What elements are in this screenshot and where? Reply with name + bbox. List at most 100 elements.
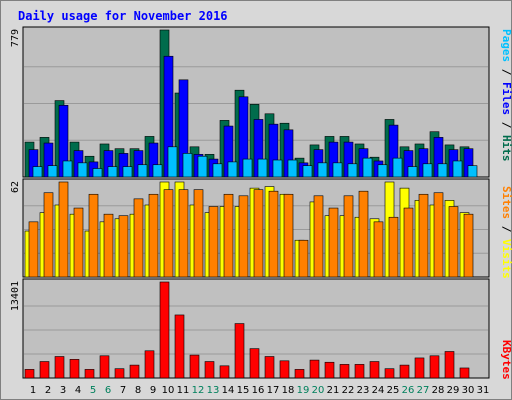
day-label-29: 29 — [447, 385, 460, 396]
day-label-24: 24 — [372, 385, 385, 396]
day-label-4: 4 — [75, 385, 81, 396]
visits-bar-sites-day-10 — [163, 189, 174, 278]
requests-legend-part: / — [500, 62, 512, 82]
requests-bar-pages-day-18 — [287, 159, 298, 178]
visits-bar-sites-day-18 — [283, 193, 294, 278]
visits-legend-part: / — [500, 219, 512, 239]
day-label-20: 20 — [312, 385, 325, 396]
kbytes-bar-kbytes-day-24 — [369, 361, 380, 379]
kbytes-bar-kbytes-day-23 — [354, 364, 365, 379]
day-label-26: 26 — [402, 385, 415, 396]
requests-bar-pages-day-2 — [47, 165, 58, 178]
kbytes-bar-kbytes-day-3 — [54, 356, 65, 379]
visits-bar-sites-day-29 — [448, 206, 459, 278]
requests-bar-pages-day-30 — [467, 165, 478, 178]
visits-bar-sites-day-21 — [328, 207, 339, 278]
day-label-1: 1 — [30, 385, 36, 396]
day-label-7: 7 — [120, 385, 126, 396]
day-label-19: 19 — [297, 385, 310, 396]
kbytes-bar-kbytes-day-16 — [249, 348, 260, 379]
day-label-27: 27 — [417, 385, 430, 396]
requests-bar-pages-day-12 — [197, 155, 208, 178]
day-axis: 1 2 3 4 5 6 7 8 9 10 11 12 13 14 15 16 17 18 19 20 21 22 23 24 2… — [30, 385, 490, 396]
day-label-17: 17 — [267, 385, 280, 396]
requests-bar-pages-day-28 — [437, 163, 448, 178]
visits-bar-sites-day-9 — [148, 193, 159, 278]
kbytes-bar-kbytes-day-29 — [444, 351, 455, 379]
panel-kbytes-legend: KBytes — [500, 340, 512, 380]
visits-bar-sites-day-24 — [373, 221, 384, 278]
requests-legend-part: Hits — [500, 135, 512, 162]
panel-visits-legend: Sites / Visits — [500, 186, 512, 279]
kbytes-bar-kbytes-day-5 — [84, 369, 95, 379]
day-label-28: 28 — [432, 385, 445, 396]
kbytes-bar-kbytes-day-7 — [114, 368, 125, 379]
requests-bar-pages-day-15 — [242, 158, 253, 178]
day-label-8: 8 — [135, 385, 141, 396]
requests-bar-pages-day-7 — [122, 166, 133, 178]
visits-bar-sites-day-27 — [418, 193, 429, 278]
visits-bar-sites-day-12 — [193, 189, 204, 278]
kbytes-bar-kbytes-day-20 — [309, 359, 320, 379]
panel-visits: 62 Sites / Visits — [10, 178, 512, 279]
day-label-21: 21 — [327, 385, 340, 396]
visits-bar-sites-day-14 — [223, 193, 234, 278]
visits-bar-sites-day-7 — [118, 215, 129, 278]
day-label-30: 30 — [462, 385, 475, 396]
requests-bar-pages-day-19 — [302, 165, 313, 178]
day-label-22: 22 — [342, 385, 355, 396]
requests-bar-pages-day-14 — [227, 161, 238, 178]
visits-bar-sites-day-28 — [433, 192, 444, 278]
panel-requests-legend: Pages / Files / Hits — [500, 29, 512, 162]
requests-bar-pages-day-11 — [182, 153, 193, 178]
day-label-10: 10 — [162, 385, 175, 396]
visits-legend-part: Visits — [500, 239, 512, 279]
visits-bar-sites-day-25 — [388, 216, 399, 278]
requests-bar-pages-day-16 — [257, 158, 268, 178]
requests-bar-pages-day-21 — [332, 162, 343, 178]
kbytes-bar-kbytes-day-22 — [339, 364, 350, 379]
day-label-3: 3 — [60, 385, 66, 396]
visits-bar-sites-day-11 — [178, 189, 189, 278]
day-label-6: 6 — [105, 385, 111, 396]
kbytes-bar-kbytes-day-14 — [219, 365, 230, 379]
kbytes-bar-kbytes-day-15 — [234, 323, 245, 379]
visits-bar-sites-day-2 — [43, 192, 54, 278]
requests-legend-part: Pages — [500, 29, 512, 62]
day-label-2: 2 — [45, 385, 51, 396]
kbytes-bar-kbytes-day-21 — [324, 361, 335, 379]
requests-bar-pages-day-24 — [377, 164, 388, 178]
requests-bar-pages-day-9 — [152, 164, 163, 178]
visits-bar-sites-day-1 — [28, 221, 39, 278]
kbytes-bar-kbytes-day-11 — [174, 314, 185, 379]
requests-bar-pages-day-6 — [107, 166, 118, 178]
panel-requests-max-label: 779 — [10, 29, 21, 47]
visits-bar-sites-day-22 — [343, 195, 354, 278]
visits-bar-sites-day-15 — [238, 195, 249, 278]
requests-bar-pages-day-20 — [317, 162, 328, 178]
visits-bar-sites-day-5 — [88, 193, 99, 278]
requests-bar-pages-day-5 — [92, 168, 103, 178]
kbytes-bar-kbytes-day-12 — [189, 354, 200, 379]
visits-bar-sites-day-17 — [268, 190, 279, 278]
kbytes-bar-kbytes-day-25 — [384, 368, 395, 379]
day-label-18: 18 — [282, 385, 295, 396]
day-label-16: 16 — [252, 385, 265, 396]
chart-title: Daily usage for November 2016 — [18, 9, 228, 23]
visits-bar-sites-day-19 — [298, 239, 309, 278]
requests-bar-pages-day-3 — [62, 160, 73, 178]
day-label-31: 31 — [477, 385, 490, 396]
day-label-13: 13 — [207, 385, 220, 396]
panel-kbytes-max-label: 13401 — [10, 281, 21, 311]
requests-bar-pages-day-10 — [167, 146, 178, 178]
day-label-11: 11 — [177, 385, 190, 396]
day-label-14: 14 — [222, 385, 235, 396]
panel-kbytes: 13401 KBytes — [10, 278, 512, 380]
requests-bar-pages-day-8 — [137, 164, 148, 178]
visits-bar-sites-day-16 — [253, 189, 264, 278]
kbytes-bar-kbytes-day-27 — [414, 357, 425, 379]
visits-bar-sites-day-26 — [403, 207, 414, 278]
kbytes-bar-kbytes-day-17 — [264, 356, 275, 379]
kbytes-bar-kbytes-day-4 — [69, 359, 80, 379]
kbytes-bar-kbytes-day-8 — [129, 364, 140, 379]
